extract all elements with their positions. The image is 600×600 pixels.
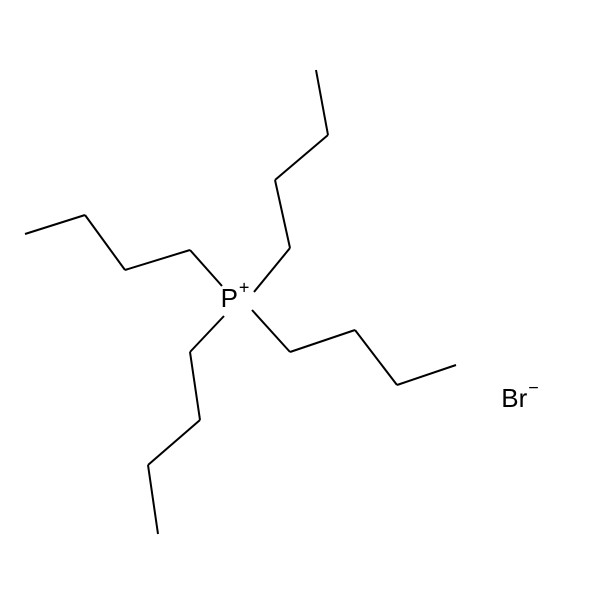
phosphorus-charge: + (239, 277, 250, 297)
bond-9 (190, 352, 200, 420)
bond-13 (290, 330, 355, 352)
labels-group: P+ Br− (221, 277, 539, 413)
bromide-label: Br− (501, 377, 539, 413)
bond-2 (85, 215, 125, 270)
bond-1 (125, 250, 190, 270)
bond-14 (355, 330, 397, 385)
bond-6 (275, 135, 328, 180)
bond-11 (148, 465, 158, 534)
bond-10 (148, 420, 200, 465)
bond-7 (316, 70, 328, 135)
molecule-diagram: P+ Br− (0, 0, 600, 600)
bonds-group (25, 70, 456, 534)
bond-0 (190, 250, 222, 286)
bromide-charge: − (528, 377, 539, 397)
bond-15 (397, 365, 456, 385)
phosphorus-label: P+ (221, 277, 250, 313)
bond-8 (190, 316, 224, 352)
bromide-symbol: Br (501, 383, 527, 413)
bond-5 (275, 180, 290, 248)
bond-3 (25, 215, 85, 234)
bond-4 (254, 248, 290, 292)
phosphorus-symbol: P (221, 283, 238, 313)
bond-12 (252, 310, 290, 352)
